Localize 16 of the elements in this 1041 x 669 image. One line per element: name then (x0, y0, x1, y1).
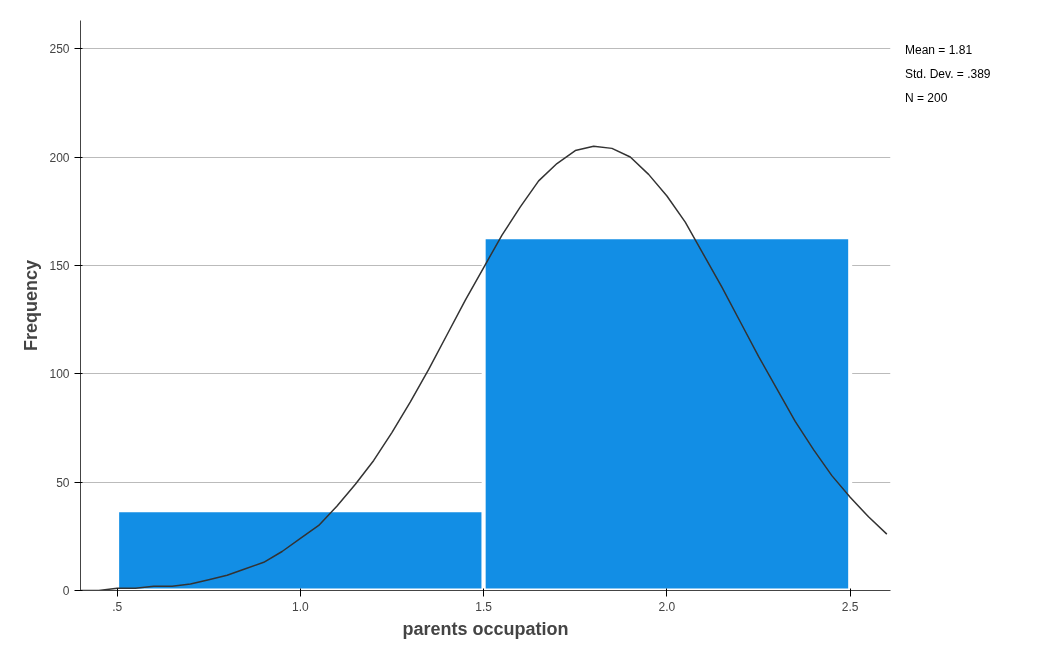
y-tick-label: 250 (49, 42, 70, 57)
x-tick-label: 2.5 (841, 599, 859, 614)
y-tick-label: 100 (49, 367, 70, 382)
text: Mean = 1.81 (905, 43, 973, 57)
x-tick-label: 2.0 (658, 599, 676, 614)
text: Std. Dev. = .389 (905, 67, 991, 81)
y-axis-title: Frequency (21, 259, 42, 352)
x-tick-label: 1.0 (292, 599, 310, 614)
text: N = 200 (905, 91, 948, 105)
y-tick-label: 150 (49, 258, 70, 273)
y-tick-label: 200 (49, 150, 70, 165)
y-tick-label: 0 (62, 584, 70, 598)
x-axis-title: parents occupation (402, 618, 569, 639)
y-tick-label: 50 (56, 475, 70, 490)
x-tick-label: .5 (112, 599, 123, 614)
x-tick-label: 1.5 (475, 599, 493, 614)
